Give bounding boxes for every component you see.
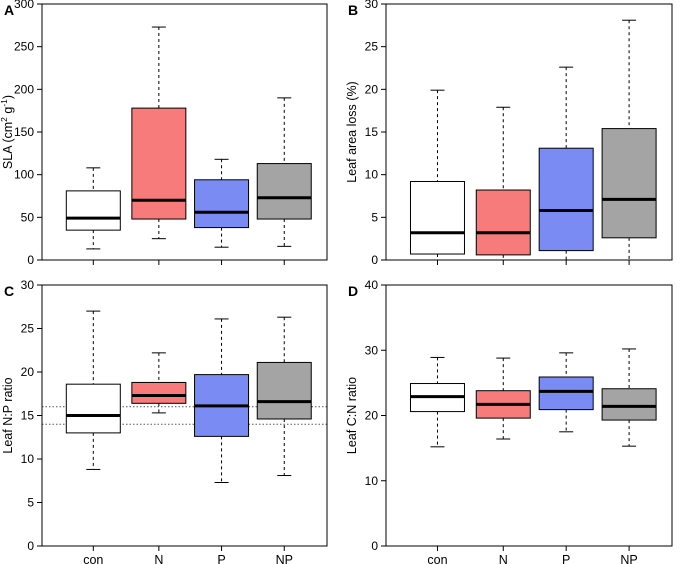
box-np — [256, 97, 312, 247]
y-axis-label-superscript: -1 — [0, 99, 9, 107]
box-n — [131, 26, 187, 240]
y-axis-label-part: ) — [1, 95, 15, 99]
box-con — [409, 356, 465, 448]
y-tick-label: 50 — [21, 210, 35, 224]
y-tick-label: 25 — [365, 40, 379, 54]
y-axis-label: Leaf N:P ratio — [1, 377, 15, 453]
plot-frame — [385, 284, 673, 547]
y-tick-label: 20 — [21, 365, 35, 379]
y-tick-label: 20 — [365, 82, 379, 96]
iqr-box — [131, 381, 187, 404]
y-tick-label: 0 — [27, 253, 34, 267]
y-tick-label: 25 — [21, 322, 35, 336]
iqr-box — [65, 190, 121, 231]
iqr-box — [65, 383, 121, 434]
panel-letter: B — [348, 2, 358, 18]
x-tick-label-np: NP — [620, 553, 637, 564]
x-tick-label-np: NP — [276, 553, 293, 564]
y-tick-label: 15 — [365, 125, 379, 139]
iqr-box — [601, 128, 657, 239]
iqr-box — [409, 180, 465, 255]
y-axis-label: Leaf C:N ratio — [345, 377, 359, 454]
y-tick-label: 0 — [27, 539, 34, 553]
x-tick-label-n: N — [499, 553, 508, 564]
y-tick-label: 30 — [365, 0, 379, 11]
y-tick-label: 0 — [371, 539, 378, 553]
y-tick-label: 5 — [27, 496, 34, 510]
iqr-box — [256, 163, 312, 220]
panel-letter: A — [4, 2, 14, 18]
y-axis-label-part: SLA (cm — [1, 122, 15, 169]
box-con — [65, 167, 121, 250]
y-axis-label-superscript: 2 — [0, 117, 9, 122]
box-n — [475, 106, 531, 261]
box-p — [538, 66, 594, 261]
iqr-box — [194, 179, 250, 229]
box-con — [409, 89, 465, 261]
y-axis-label-part: Leaf N:P ratio — [1, 377, 15, 453]
box-n — [475, 357, 531, 440]
y-tick-label: 15 — [21, 409, 35, 423]
box-n — [131, 352, 187, 414]
panel-letter: C — [4, 283, 14, 299]
plot-frame — [385, 3, 673, 261]
y-axis-label: Leaf area loss (%) — [345, 81, 359, 182]
y-tick-label: 300 — [14, 0, 34, 11]
iqr-box — [475, 189, 531, 256]
y-tick-label: 5 — [371, 210, 378, 224]
plot-frame — [41, 3, 328, 261]
box-p — [538, 352, 594, 433]
y-axis-label: SLA (cm2 g-1) — [0, 95, 15, 169]
box-con — [65, 310, 121, 470]
box-np — [601, 19, 657, 261]
y-tick-label: 30 — [365, 343, 379, 357]
y-tick-label: 10 — [365, 168, 379, 182]
iqr-box — [538, 147, 594, 252]
box-p — [194, 158, 250, 248]
iqr-box — [131, 107, 187, 220]
iqr-box — [601, 388, 657, 421]
y-tick-label: 20 — [365, 409, 379, 423]
panel-b: 0 5 10 15 20 25 30 Leaf area loss (%) B — [345, 0, 673, 267]
y-tick-label: 0 — [371, 253, 378, 267]
y-tick-label: 40 — [365, 278, 379, 292]
x-tick-label-con: con — [83, 553, 103, 564]
panel-a: 0 50 100 150 200 250 300 SLA (cm2 g-1) A — [0, 0, 328, 267]
x-tick-label-p: P — [562, 553, 570, 564]
iqr-box — [538, 376, 594, 411]
box-np — [601, 348, 657, 447]
box-np — [256, 316, 312, 477]
y-tick-label: 150 — [14, 125, 34, 139]
y-tick-label: 250 — [14, 40, 34, 54]
x-tick-label-p: P — [217, 553, 225, 564]
iqr-box — [256, 361, 312, 420]
y-tick-label: 10 — [21, 452, 35, 466]
y-axis-label-part: Leaf C:N ratio — [345, 377, 359, 454]
box-p — [194, 318, 250, 483]
panel-letter: D — [348, 283, 358, 299]
y-axis-label-part: Leaf area loss (%) — [345, 81, 359, 182]
y-tick-label: 10 — [365, 474, 379, 488]
y-axis-label-part: g — [1, 107, 15, 117]
y-tick-label: 30 — [21, 278, 35, 292]
plot-frame — [41, 284, 328, 547]
y-tick-label: 100 — [14, 168, 34, 182]
x-tick-label-n: N — [154, 553, 163, 564]
y-tick-label: 200 — [14, 82, 34, 96]
x-tick-label-con: con — [427, 553, 447, 564]
